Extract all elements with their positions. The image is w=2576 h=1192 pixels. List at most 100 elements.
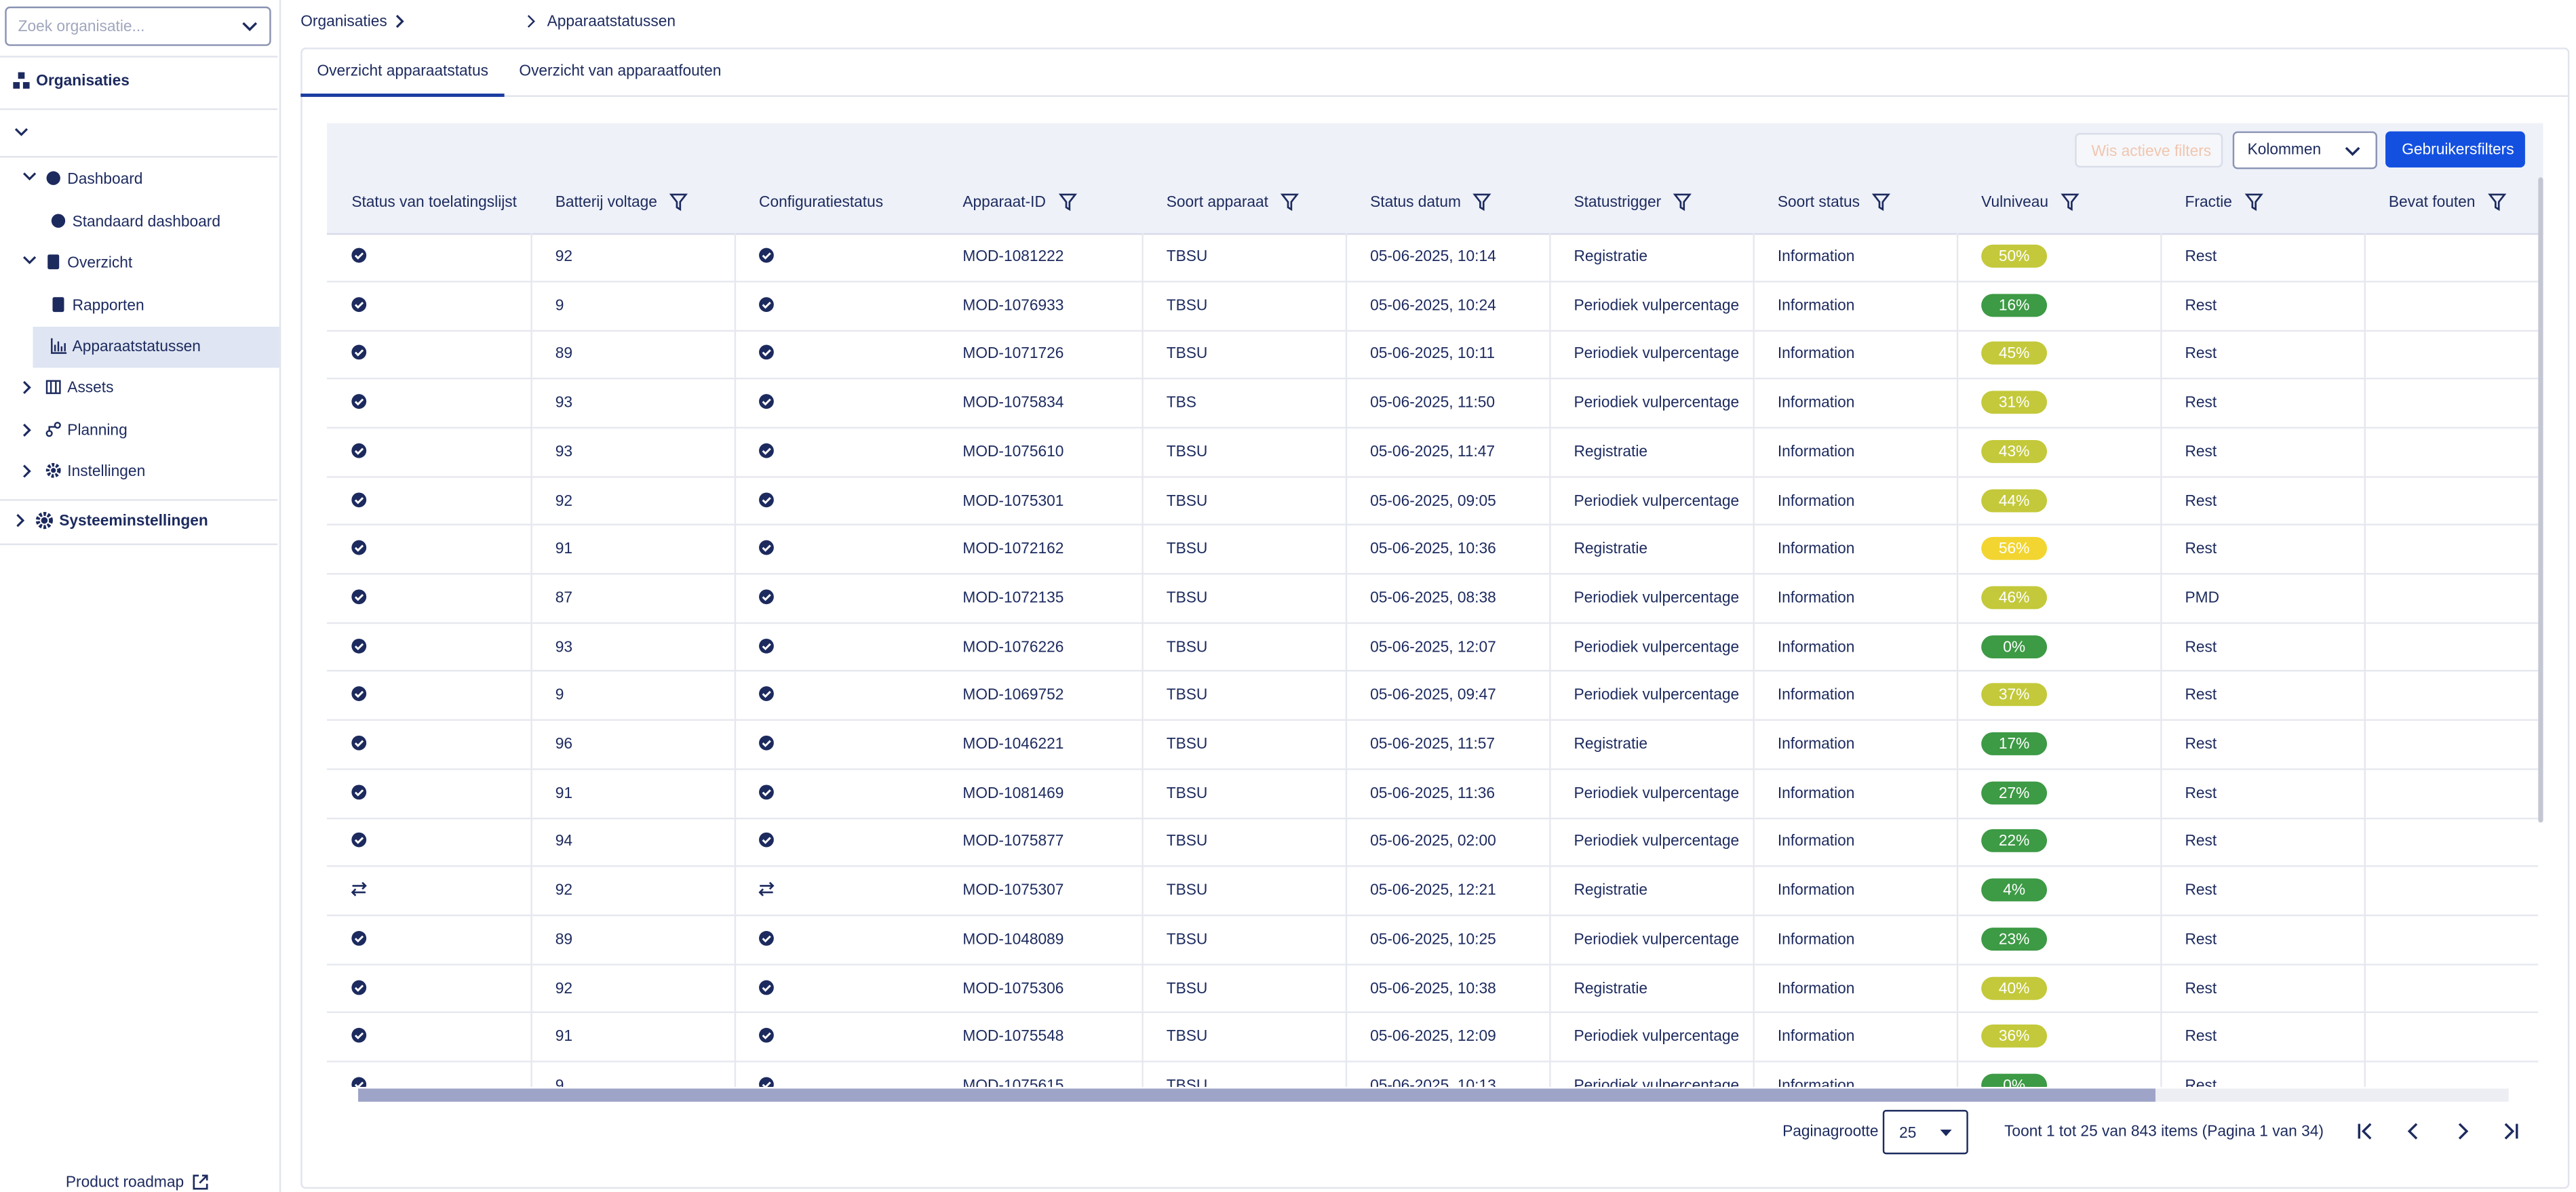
filter-icon[interactable] [2244,193,2263,212]
column-header[interactable]: Bevat fouten [2388,192,2476,210]
cell-border [1549,719,1551,768]
cell-border [1753,671,1755,719]
filter-icon[interactable] [1280,193,1300,212]
clear-filters-button[interactable]: Wis actieve filters [2075,133,2223,167]
nav-item[interactable]: Standaard dashboard [72,212,221,231]
table-row[interactable] [327,866,2539,917]
column-header[interactable]: Vulniveau [1981,192,2049,210]
columns-select[interactable]: Kolommen [2232,131,2377,170]
nav-chevron[interactable] [23,380,36,395]
user-filters-button[interactable]: Gebruikersfilters [2385,131,2525,167]
table-row[interactable] [327,330,2539,380]
cell-border [1549,378,1551,427]
column-header[interactable]: Statustrigger [1574,192,1662,210]
table-row[interactable] [327,378,2539,429]
column-header[interactable]: Status van toelatingslijst [351,192,517,210]
cell: MOD-1075615 [962,1075,1064,1088]
nav-item[interactable]: Planning [67,420,128,439]
grid-body: 92 MOD-1081222 TBSU 05-06-2025, 10:14 Regist… [327,233,2539,1088]
cell-border [2160,865,2162,915]
org-search[interactable]: Zoek organisatie... [5,6,271,46]
column-header[interactable]: Soort status [1777,192,1860,210]
check-icon [351,1028,367,1044]
cell-border [1549,233,1551,281]
column-header[interactable]: Apparaat-ID [962,192,1046,210]
column-header[interactable]: Fractie [2185,192,2232,210]
cell-border [530,426,532,476]
nav-system-settings[interactable]: Systeeminstellingen [59,511,208,529]
tab-active[interactable]: Overzicht apparaatstatus [317,60,488,79]
nav-item[interactable]: Overzicht [67,252,133,271]
nav-chevron[interactable] [23,256,37,269]
filter-icon[interactable] [2487,193,2506,212]
nav-item[interactable]: Instellingen [67,461,146,480]
cell: MOD-1076226 [962,636,1064,655]
card [300,47,2570,1189]
nav-chevron[interactable] [23,172,37,185]
roadmap-link[interactable]: Product roadmap [65,1172,184,1191]
nav-item[interactable]: Dashboard [67,169,143,188]
table-row[interactable] [327,671,2539,721]
cell: 05-06-2025, 10:11 [1370,344,1496,362]
column-header[interactable]: Batterij voltage [555,192,657,210]
filter-icon[interactable] [669,193,688,212]
chevron-down[interactable] [14,127,28,136]
table-row[interactable] [327,622,2539,673]
table-row[interactable] [327,573,2539,624]
h-scrollbar[interactable] [358,1088,2155,1102]
column-header[interactable]: Configuratiestatus [759,192,884,210]
cell: Rest [2185,1026,2217,1045]
table-row[interactable] [327,719,2539,770]
table-row[interactable] [327,768,2539,819]
table-row[interactable] [327,915,2539,965]
nav-organisations[interactable]: Organisaties [36,71,130,89]
cell: MOD-1075301 [962,490,1064,509]
cell: TBSU [1166,295,1208,313]
filter-icon[interactable] [1673,193,1692,212]
table-row[interactable] [327,475,2539,526]
fill-badge: 4% [1981,878,2048,902]
pager-buttons[interactable] [2358,1123,2538,1140]
cell: Rest [2185,344,2217,362]
table-row[interactable] [327,817,2539,868]
cell: 9 [555,685,564,704]
cell: Rest [2185,1075,2217,1088]
nav-chevron[interactable] [23,423,36,437]
cell-border [1549,622,1551,671]
filter-icon[interactable] [1057,193,1076,212]
cell-border [734,524,737,574]
breadcrumb-link[interactable]: Organisaties [300,11,387,30]
cell-border [1141,426,1144,476]
filter-icon[interactable] [1472,193,1492,212]
nav-chevron[interactable] [23,464,36,478]
fill-badge: 40% [1981,976,2048,999]
nav-item[interactable]: Rapporten [72,295,144,314]
column-header[interactable]: Status datum [1370,192,1461,210]
cell-border [734,1060,737,1088]
table-row[interactable] [327,524,2539,575]
table-row[interactable] [327,426,2539,477]
cell: Periodiek vulpercentage [1574,344,1740,362]
page-size-select[interactable]: 25 [1882,1109,1968,1155]
fill-badge: 27% [1981,780,2048,804]
table-row[interactable] [327,233,2539,283]
table-row[interactable] [327,281,2539,332]
cell-border [2364,816,2366,866]
tab[interactable]: Overzicht van apparaatfouten [519,60,722,79]
chevron-right[interactable] [16,514,25,528]
nav-item[interactable]: Apparaatstatussen [72,336,201,355]
v-scrollbar[interactable] [2538,177,2543,823]
nav-item[interactable]: Assets [67,377,114,396]
filter-icon[interactable] [2060,193,2080,212]
table-row[interactable] [327,1012,2539,1062]
cell: TBSU [1166,880,1208,898]
cell: Information [1777,392,1855,411]
cell-border [2160,280,2162,330]
filter-icon[interactable] [1871,193,1891,212]
cell-border [530,816,532,866]
table-row[interactable] [327,963,2539,1014]
column-header[interactable]: Soort apparaat [1166,192,1269,210]
cell: 91 [555,782,572,801]
cell-border [530,865,532,915]
